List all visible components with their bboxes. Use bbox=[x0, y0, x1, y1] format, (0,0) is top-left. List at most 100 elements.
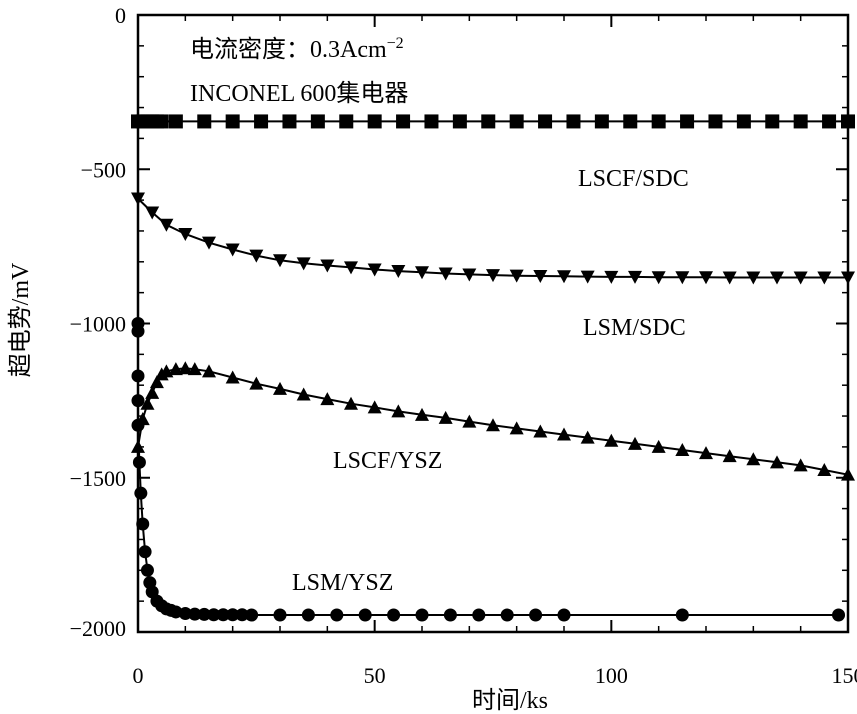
series-lsm-sdc bbox=[131, 192, 855, 285]
data-point bbox=[438, 410, 453, 424]
data-point bbox=[438, 267, 453, 281]
data-point bbox=[722, 271, 737, 285]
data-point bbox=[481, 114, 496, 129]
data-point bbox=[509, 114, 524, 129]
data-point bbox=[832, 608, 846, 622]
plot-frame bbox=[136, 13, 850, 634]
data-point bbox=[509, 421, 524, 435]
data-point bbox=[793, 458, 808, 472]
data-point bbox=[249, 376, 264, 390]
y-axis-title: 超电势/mV bbox=[7, 262, 34, 377]
data-point bbox=[770, 271, 784, 285]
data-point bbox=[226, 608, 240, 622]
y-tick-label: 0 bbox=[115, 3, 126, 28]
data-point bbox=[149, 375, 164, 389]
data-point bbox=[387, 608, 401, 622]
data-point bbox=[131, 418, 145, 432]
data-point bbox=[131, 192, 145, 206]
data-point bbox=[273, 254, 287, 268]
data-point bbox=[134, 486, 148, 500]
data-point bbox=[793, 271, 808, 285]
data-point bbox=[529, 608, 543, 622]
data-point bbox=[138, 545, 152, 559]
data-point bbox=[344, 261, 358, 275]
data-point bbox=[452, 114, 467, 129]
data-point bbox=[424, 114, 439, 129]
data-point bbox=[396, 114, 411, 129]
data-point bbox=[557, 270, 571, 284]
x-tick-label: 50 bbox=[364, 663, 386, 688]
data-point bbox=[557, 427, 571, 441]
data-point bbox=[225, 370, 240, 384]
data-point bbox=[566, 114, 581, 129]
series-line bbox=[137, 323, 839, 616]
data-point bbox=[296, 387, 311, 401]
data-point bbox=[178, 361, 193, 375]
data-point bbox=[822, 114, 837, 129]
data-point bbox=[367, 114, 382, 129]
y-tick-label: −1500 bbox=[70, 466, 126, 491]
data-point bbox=[367, 263, 382, 277]
data-point bbox=[509, 269, 524, 283]
annotation-current-density: 电流密度：0.3Acm−2 bbox=[190, 35, 404, 63]
data-point bbox=[770, 455, 784, 469]
data-point bbox=[708, 114, 723, 129]
data-point bbox=[339, 114, 354, 129]
data-point bbox=[249, 249, 264, 263]
data-point bbox=[736, 114, 751, 129]
data-point bbox=[320, 259, 335, 273]
data-point bbox=[462, 268, 477, 282]
data-point bbox=[722, 449, 737, 463]
data-point bbox=[675, 442, 690, 456]
data-point bbox=[533, 424, 548, 438]
data-point bbox=[415, 266, 429, 280]
data-point bbox=[841, 114, 855, 129]
x-axis-title: 时间/ks bbox=[472, 687, 548, 714]
data-point bbox=[680, 114, 695, 129]
annotation-collector: INCONEL 600集电器 bbox=[190, 80, 408, 107]
data-point bbox=[202, 236, 216, 250]
data-point bbox=[225, 243, 240, 257]
data-point bbox=[415, 608, 429, 622]
data-point bbox=[245, 608, 259, 622]
series-line bbox=[137, 197, 848, 279]
data-point bbox=[443, 608, 457, 622]
series-lscf-sdc bbox=[131, 114, 855, 129]
data-point bbox=[197, 607, 211, 621]
data-point bbox=[159, 218, 174, 232]
data-point bbox=[391, 404, 406, 418]
data-point bbox=[140, 396, 155, 410]
data-point bbox=[254, 114, 269, 129]
data-point bbox=[604, 270, 619, 284]
data-point bbox=[273, 608, 287, 622]
data-point bbox=[675, 608, 689, 622]
data-point bbox=[235, 608, 249, 622]
data-point bbox=[187, 362, 202, 376]
data-point bbox=[604, 433, 619, 447]
data-point bbox=[178, 606, 192, 620]
data-point bbox=[651, 114, 666, 129]
data-point bbox=[486, 269, 500, 283]
annotation-superscript: −2 bbox=[387, 35, 404, 52]
data-point bbox=[675, 271, 690, 285]
data-point bbox=[415, 407, 429, 421]
annotation-text: 电流密度：0.3Acm bbox=[190, 36, 387, 63]
data-point bbox=[628, 270, 642, 284]
data-point bbox=[154, 114, 169, 129]
data-point bbox=[746, 452, 761, 466]
data-point bbox=[145, 385, 160, 399]
data-point bbox=[131, 324, 145, 338]
data-point bbox=[594, 114, 609, 129]
data-point bbox=[131, 369, 145, 383]
data-point bbox=[623, 114, 638, 129]
data-point bbox=[765, 114, 780, 129]
data-point bbox=[651, 271, 666, 285]
data-point bbox=[310, 114, 325, 129]
data-point bbox=[197, 114, 212, 129]
data-point bbox=[358, 608, 372, 622]
data-point bbox=[699, 446, 713, 460]
data-point bbox=[296, 257, 311, 271]
data-point bbox=[793, 114, 808, 129]
data-point bbox=[202, 364, 216, 378]
data-point bbox=[651, 439, 666, 453]
